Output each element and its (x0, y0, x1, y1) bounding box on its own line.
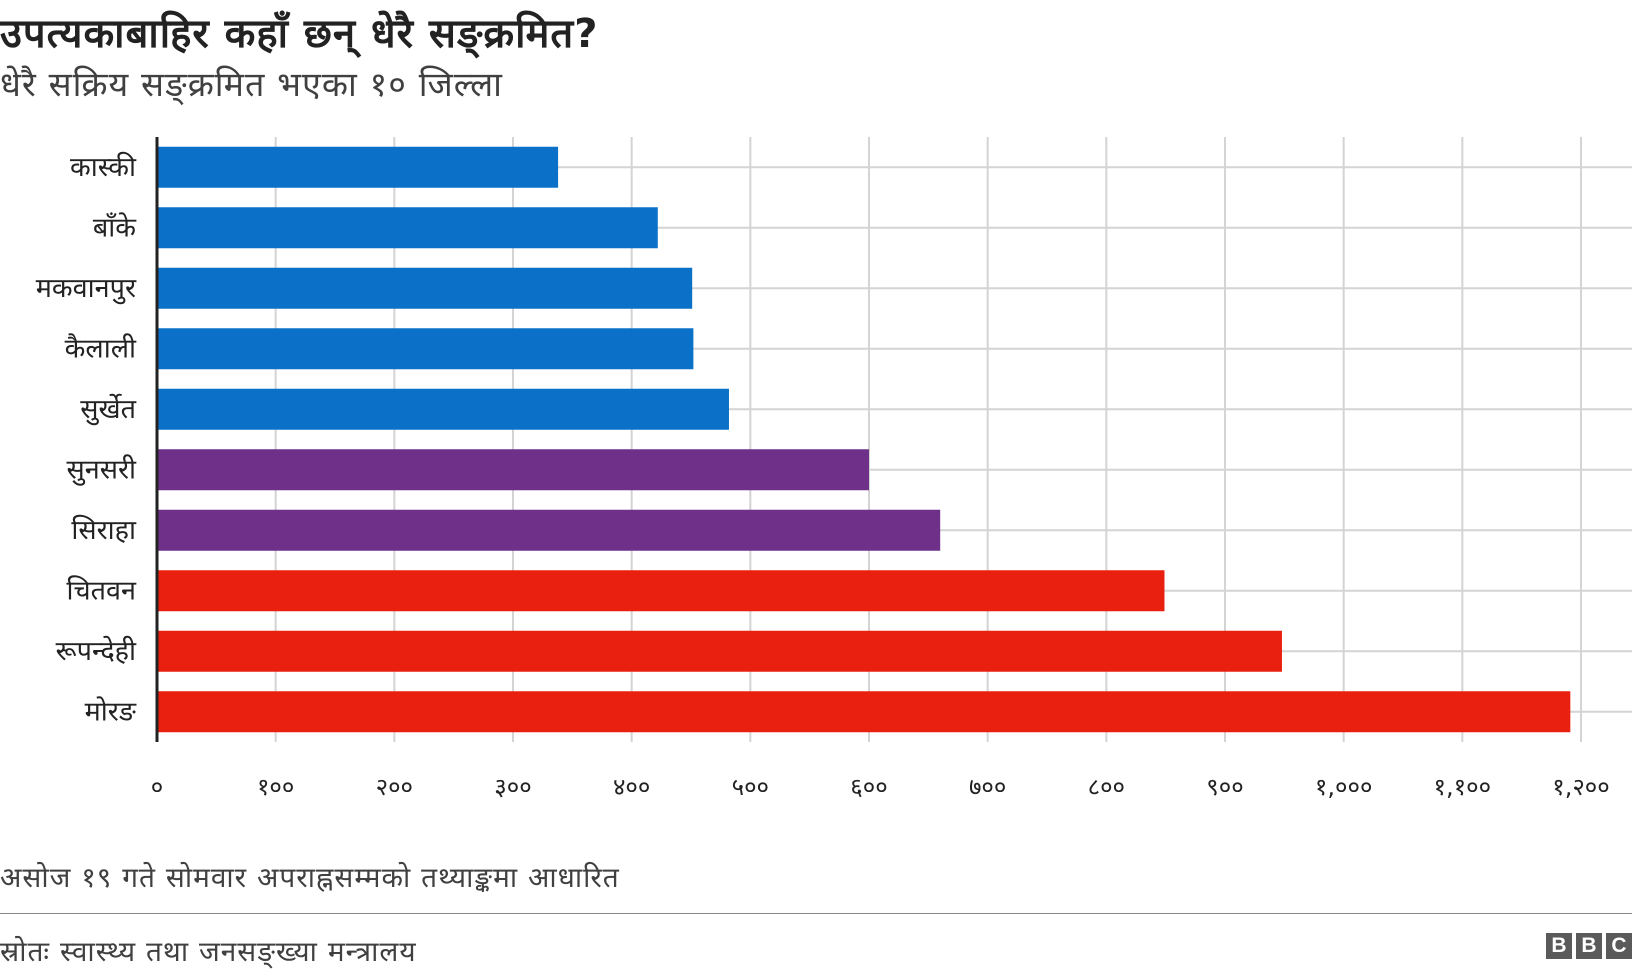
logo-letter-b2: B (1576, 933, 1602, 959)
x-tick-label: ८०० (1088, 773, 1125, 801)
x-tick-label: ० (151, 773, 163, 801)
bars (157, 146, 1571, 733)
x-tick-label: ३०० (494, 773, 531, 801)
x-tick-label: १,००० (1315, 773, 1373, 801)
x-tick-label: ४०० (613, 773, 650, 801)
x-tick-label: ६०० (850, 773, 887, 801)
source-text: स्रोतः स्वास्थ्य तथा जनसङ्ख्या मन्त्रालय (0, 935, 417, 968)
category-label: बाँके (93, 211, 137, 243)
x-tick-label: ९०० (1206, 773, 1243, 801)
x-tick-label: १०० (257, 773, 294, 801)
bar (157, 267, 693, 309)
footnote: असोज १९ गते सोमवार अपराह्नसम्मको तथ्याङ्… (0, 861, 620, 894)
x-tick-label: १,२०० (1552, 773, 1610, 801)
logo-letter-b1: B (1546, 933, 1572, 959)
category-label: सुनसरी (66, 453, 137, 486)
category-label: कास्की (70, 151, 137, 183)
bar (157, 328, 694, 370)
bar (157, 449, 869, 491)
bar (157, 509, 941, 551)
chart-title: उपत्यकाबाहिर कहाँ छन् धेरै सङ्क्रमित? (0, 11, 599, 57)
x-tick-label: १,१०० (1434, 773, 1492, 801)
bar (157, 570, 1165, 612)
bar (157, 630, 1282, 672)
logo-letter-c: C (1606, 933, 1632, 959)
category-label: सुर्खेत (80, 393, 136, 426)
bar-chart: कास्की बाँके मकवानपुर कैलाली सुर्खेत सुनसरी सि… (36, 137, 1632, 801)
chart-subtitle: धेरै सक्रिय सङ्क्रमित भएका १० जिल्ला (0, 65, 503, 105)
bar (157, 691, 1571, 733)
bar (157, 388, 729, 430)
category-label: कैलाली (65, 332, 137, 364)
footer-divider (0, 913, 1632, 914)
category-label: चितवन (66, 574, 137, 606)
x-tick-label: ७०० (969, 773, 1006, 801)
category-label: मोरङ (85, 695, 137, 727)
category-label: मकवानपुर (36, 273, 137, 305)
bar (157, 146, 559, 188)
bbc-logo: B B C (1546, 933, 1632, 959)
labels: कास्की बाँके मकवानपुर कैलाली सुर्खेत सुनसरी सि… (36, 151, 1610, 801)
bar (157, 207, 658, 249)
category-label: रूपन्देही (56, 635, 137, 667)
category-label: सिराहा (71, 514, 137, 546)
x-tick-label: २०० (376, 773, 413, 801)
x-tick-label: ५०० (732, 773, 769, 801)
